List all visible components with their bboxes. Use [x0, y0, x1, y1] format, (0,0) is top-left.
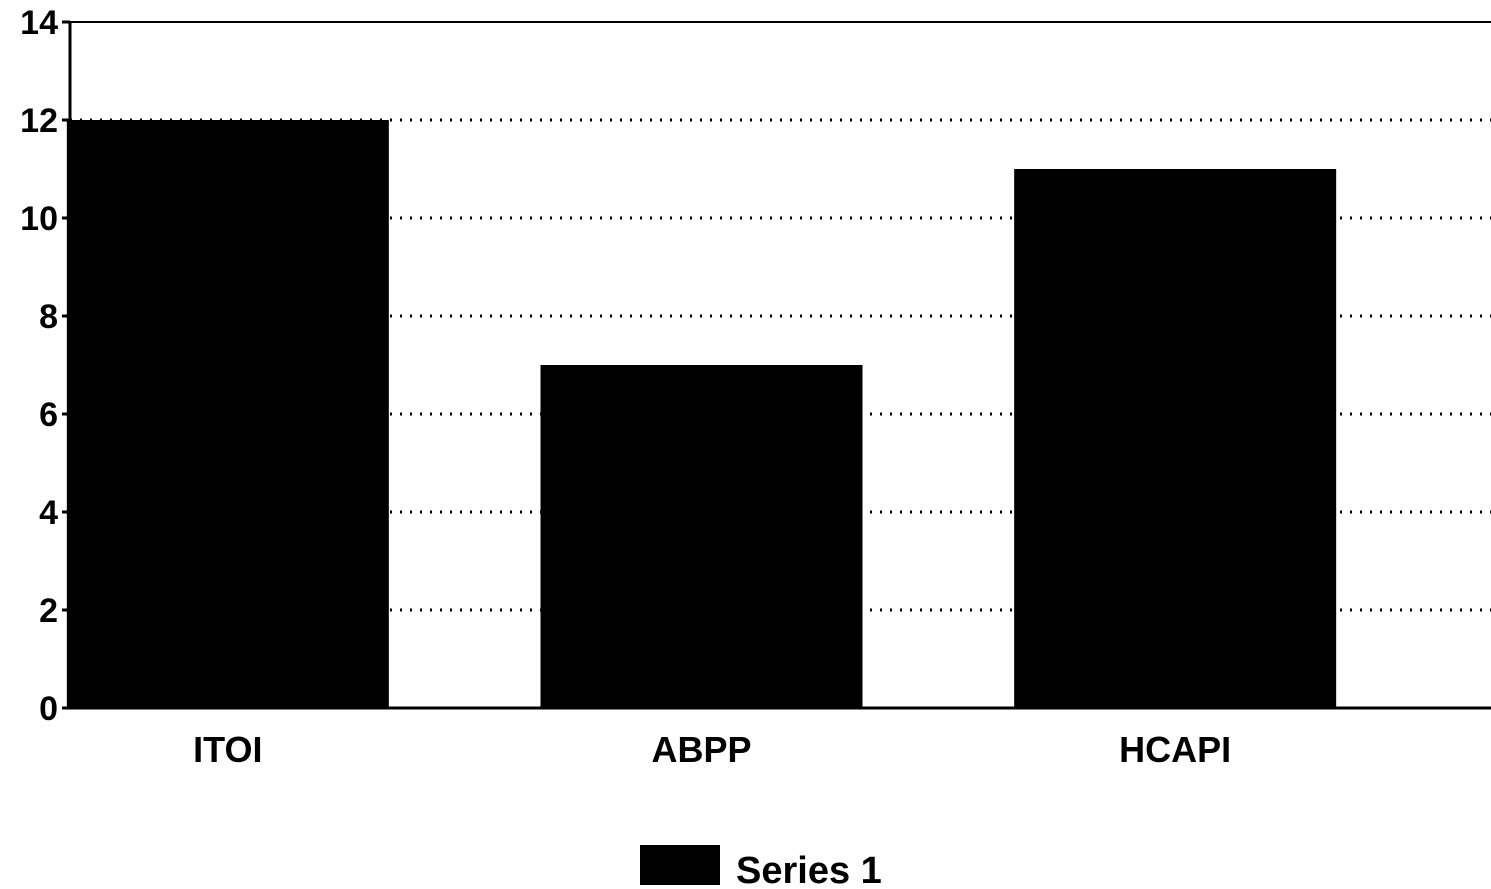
x-tick-label-itoi: ITOI: [193, 729, 262, 770]
bar-itoi: [66, 120, 389, 708]
y-tick-label: 10: [20, 200, 58, 238]
y-tick-labels: 0 2 4 6 8 10 12 14: [20, 4, 70, 728]
axes: [68, 21, 1491, 710]
y-tick-label: 14: [20, 4, 58, 42]
bar-abpp: [540, 365, 863, 708]
bar-hcapi: [1014, 169, 1337, 708]
x-tick-labels: ITOI ABPP HCAPI: [193, 729, 1231, 770]
y-tick-label: 6: [39, 396, 58, 434]
bars: [66, 120, 1337, 708]
y-tick-label: 8: [39, 298, 58, 336]
legend-label-series-1: Series 1: [736, 850, 882, 889]
y-tick-label: 12: [20, 102, 58, 140]
y-tick-label: 0: [39, 690, 58, 728]
legend-swatch-series-1: [640, 845, 720, 885]
x-tick-label-abpp: ABPP: [651, 729, 751, 770]
y-tick-label: 2: [39, 592, 58, 630]
y-tick-label: 4: [39, 494, 58, 532]
legend: Series 1: [640, 845, 882, 889]
x-tick-label-hcapi: HCAPI: [1119, 729, 1231, 770]
